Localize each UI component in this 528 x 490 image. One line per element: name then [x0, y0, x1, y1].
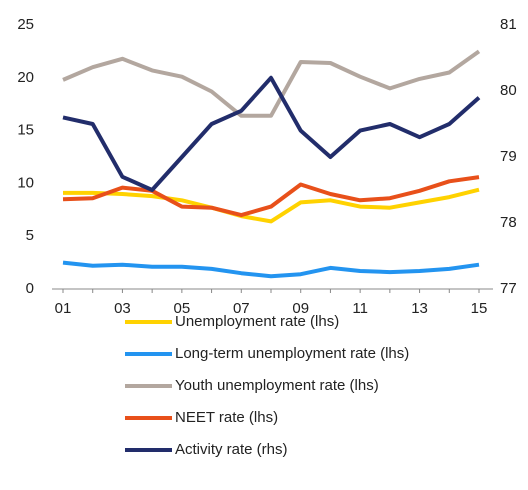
y2-tick-label: 80 [500, 82, 517, 99]
y2-tick-label: 78 [500, 214, 517, 231]
y-tick-label: 5 [26, 227, 34, 244]
series-line [62, 49, 481, 118]
legend-label: Unemployment rate (lhs) [175, 313, 339, 330]
series-line [62, 75, 481, 192]
series-line [62, 175, 480, 218]
y-tick-label: 10 [17, 174, 34, 191]
series-line [63, 187, 480, 224]
x-tick-label: 05 [174, 300, 191, 317]
y-tick-label: 25 [17, 16, 34, 33]
series-line [62, 260, 480, 279]
y2-tick-label: 79 [500, 148, 517, 165]
x-tick-label: 07 [233, 300, 250, 317]
legend-label: Long-term unemployment rate (lhs) [175, 345, 409, 362]
y2-tick-label: 77 [500, 280, 517, 297]
legend-label: NEET rate (lhs) [175, 409, 278, 426]
y-tick-label: 0 [26, 280, 34, 297]
x-tick-label: 03 [114, 300, 131, 317]
y-tick-label: 20 [17, 69, 34, 86]
y2-tick-label: 81 [500, 16, 517, 33]
legend-label: Activity rate (rhs) [175, 441, 288, 458]
y-tick-label: 15 [17, 122, 34, 139]
legend-label: Youth unemployment rate (lhs) [175, 377, 379, 394]
x-tick-label: 09 [292, 300, 309, 317]
x-tick-label: 15 [471, 300, 488, 317]
x-tick-label: 13 [411, 300, 428, 317]
x-tick-label: 11 [352, 300, 368, 317]
x-tick-label: 01 [55, 300, 72, 317]
